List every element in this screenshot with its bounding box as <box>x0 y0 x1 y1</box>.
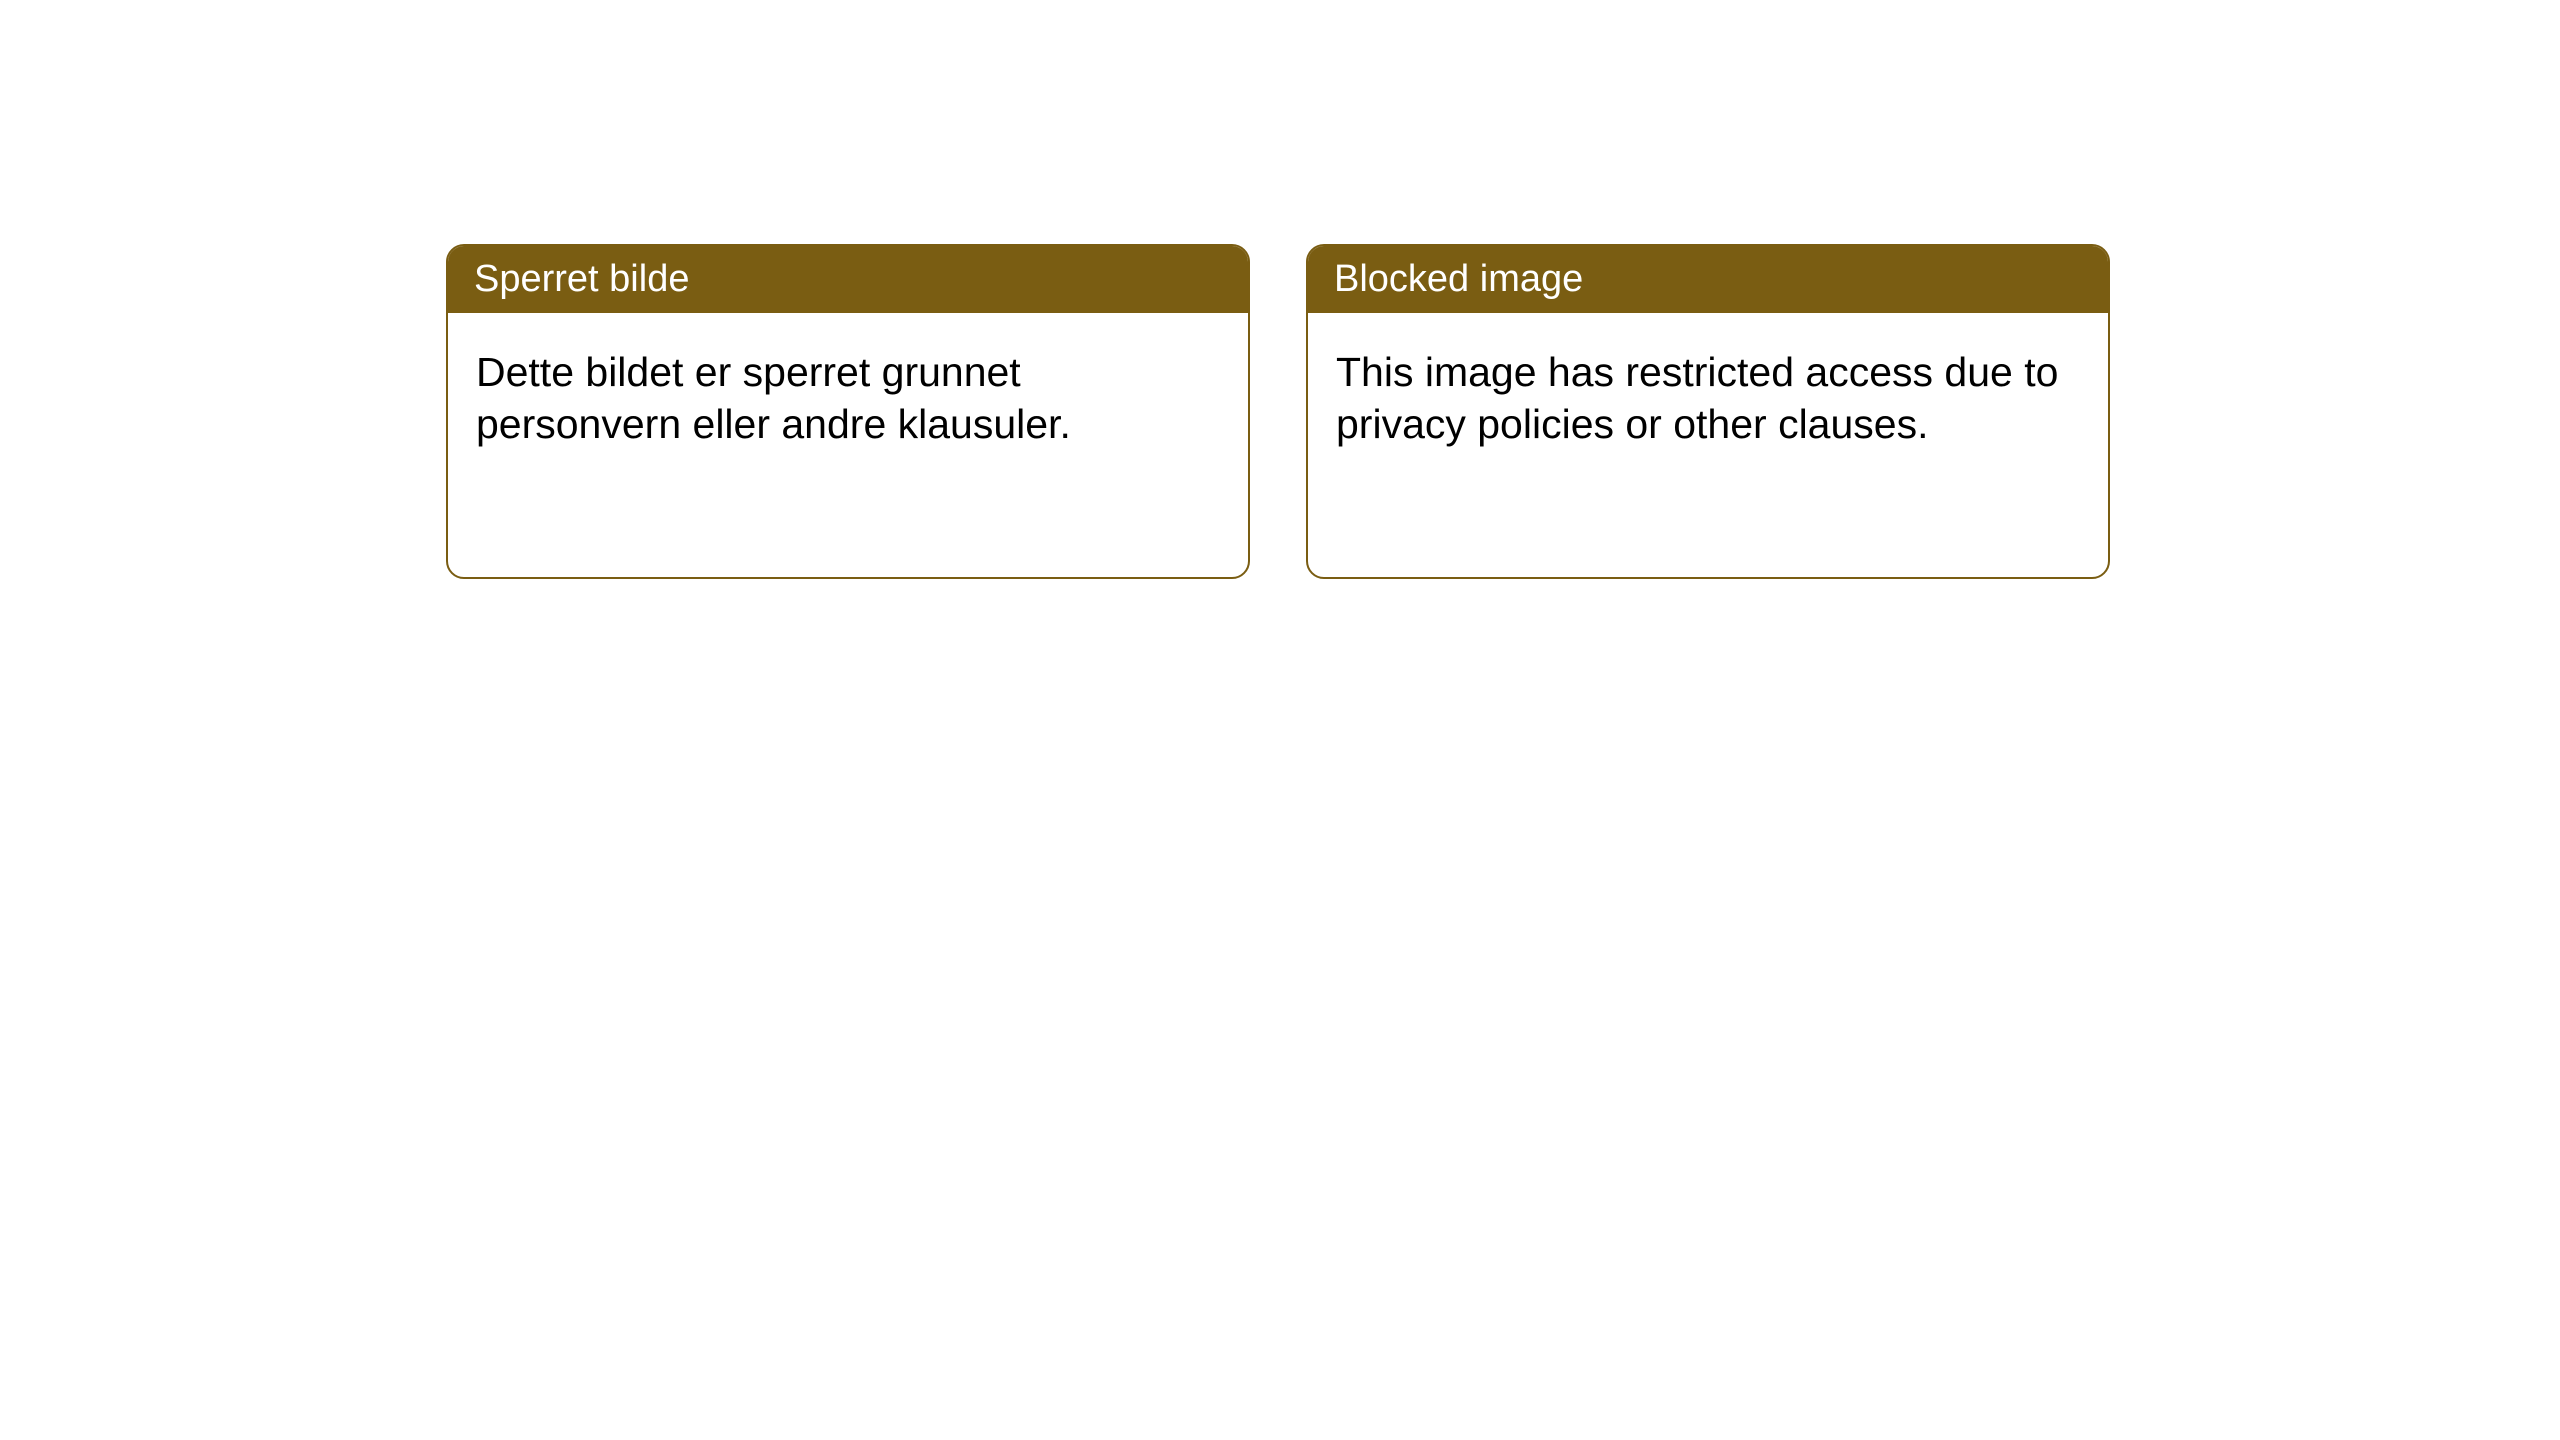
notice-body: Dette bildet er sperret grunnet personve… <box>448 313 1248 484</box>
notice-title: Blocked image <box>1308 246 2108 313</box>
notice-container: Sperret bilde Dette bildet er sperret gr… <box>0 0 2560 579</box>
notice-box-english: Blocked image This image has restricted … <box>1306 244 2110 579</box>
notice-box-norwegian: Sperret bilde Dette bildet er sperret gr… <box>446 244 1250 579</box>
notice-title: Sperret bilde <box>448 246 1248 313</box>
notice-body: This image has restricted access due to … <box>1308 313 2108 484</box>
